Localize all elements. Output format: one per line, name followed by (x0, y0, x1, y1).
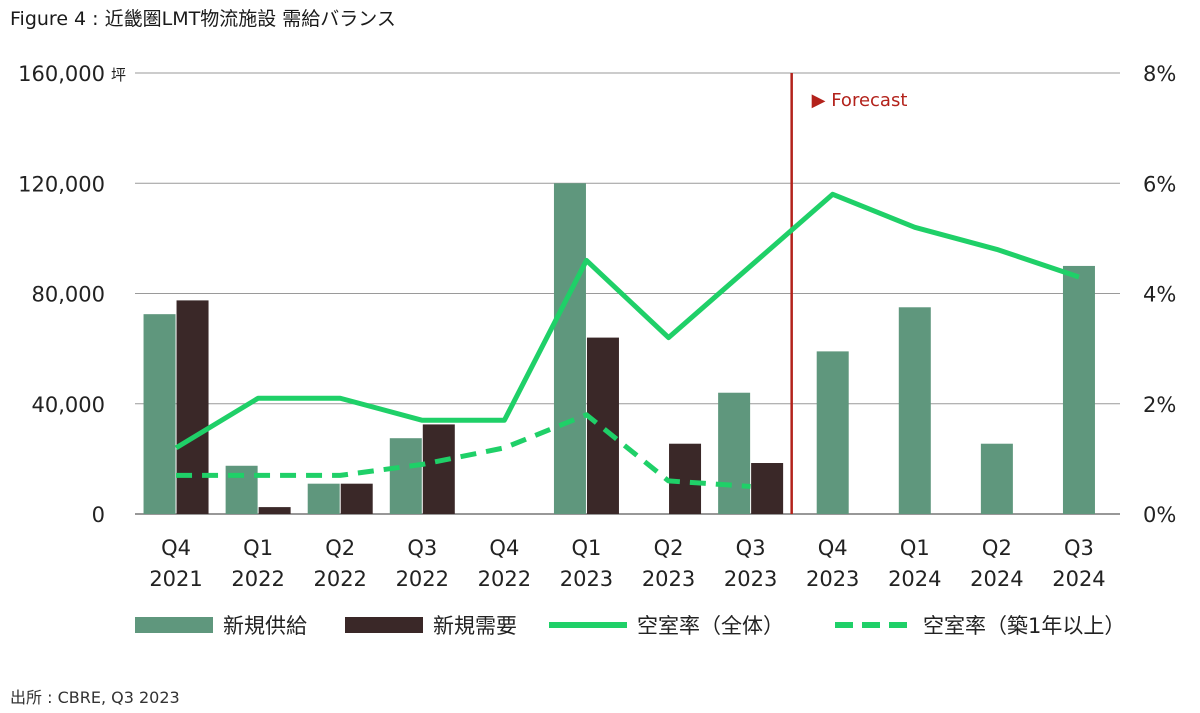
right-tick-label: 2% (1143, 393, 1176, 417)
category-year-label: 2022 (396, 567, 449, 591)
legend-label: 新規需要 (433, 614, 517, 638)
bar-supply (1062, 265, 1095, 514)
category-quarter-label: Q4 (161, 536, 191, 560)
bar-demand (340, 483, 373, 514)
category-labels: Q4 2021 Q1 2022 Q2 2022 Q3 2022 Q4 2022 Q1 2023 Q2 20… (149, 536, 1105, 591)
legend-label: 空室率（築1年以上） (923, 614, 1125, 638)
bar-supply (980, 443, 1013, 514)
chart-title: Figure 4 : 近畿圏LMT物流施設 需給バランス (10, 8, 396, 30)
category-year-label: 2023 (724, 567, 777, 591)
vacancy-lines (174, 191, 1080, 489)
right-tick-label: 6% (1143, 172, 1176, 196)
category-year-label: 2022 (313, 567, 366, 591)
category-year-label: 2023 (642, 567, 695, 591)
category-year-label: 2024 (1052, 567, 1105, 591)
bar-supply (718, 392, 751, 514)
category-year-label: 2022 (231, 567, 284, 591)
left-tick-label: 80,000 (32, 283, 105, 307)
category-quarter-label: Q1 (243, 536, 273, 560)
vacancy-1yr-line (176, 412, 751, 489)
right-tick-label: 8% (1143, 62, 1176, 86)
bars (143, 183, 1095, 514)
bar-demand (258, 507, 291, 514)
category-year-label: 2022 (478, 567, 531, 591)
bar-supply (143, 314, 176, 514)
legend-swatch (345, 617, 423, 633)
category-quarter-label: Q1 (900, 536, 930, 560)
category-quarter-label: Q2 (325, 536, 355, 560)
forecast-label: ▶ Forecast (812, 90, 908, 111)
category-year-label: 2023 (560, 567, 613, 591)
left-axis-unit: 坪 (111, 66, 126, 84)
category-year-label: 2021 (149, 567, 202, 591)
legend-label: 新規供給 (223, 614, 307, 638)
bar-supply (898, 307, 931, 514)
bar-supply (816, 351, 849, 514)
gridlines (135, 72, 1120, 515)
right-tick-label: 4% (1143, 283, 1176, 307)
legend-swatch (135, 617, 213, 633)
category-quarter-label: Q1 (572, 536, 602, 560)
left-tick-label: 120,000 (18, 172, 105, 196)
left-tick-label: 160,000 (18, 62, 105, 86)
legend: 新規供給 新規需要 空室率（全体） 空室率（築1年以上） (135, 614, 1125, 638)
category-quarter-label: Q3 (736, 536, 766, 560)
category-quarter-label: Q2 (982, 536, 1012, 560)
bar-demand (176, 300, 209, 514)
bar-demand (586, 337, 619, 514)
right-tick-label: 0% (1143, 503, 1176, 527)
category-quarter-label: Q4 (818, 536, 848, 560)
category-year-label: 2024 (970, 567, 1023, 591)
category-year-label: 2023 (806, 567, 859, 591)
bar-supply (389, 438, 422, 514)
category-quarter-label: Q4 (489, 536, 519, 560)
bar-supply (553, 183, 586, 514)
category-quarter-label: Q3 (1064, 536, 1094, 560)
left-axis-ticks: 0 40,000 80,000 120,000 160,000 (18, 62, 105, 527)
left-tick-label: 0 (92, 503, 105, 527)
category-year-label: 2024 (888, 567, 941, 591)
bar-demand (751, 463, 784, 514)
right-axis-ticks: 0% 2% 4% 6% 8% (1143, 62, 1176, 527)
bar-demand (422, 424, 455, 514)
bar-supply (307, 483, 340, 514)
category-quarter-label: Q3 (407, 536, 437, 560)
vacancy-all-line (174, 191, 1080, 450)
legend-label: 空室率（全体） (637, 614, 784, 638)
left-tick-label: 40,000 (32, 393, 105, 417)
category-quarter-label: Q2 (654, 536, 684, 560)
source-note: 出所 : CBRE, Q3 2023 (10, 688, 180, 707)
